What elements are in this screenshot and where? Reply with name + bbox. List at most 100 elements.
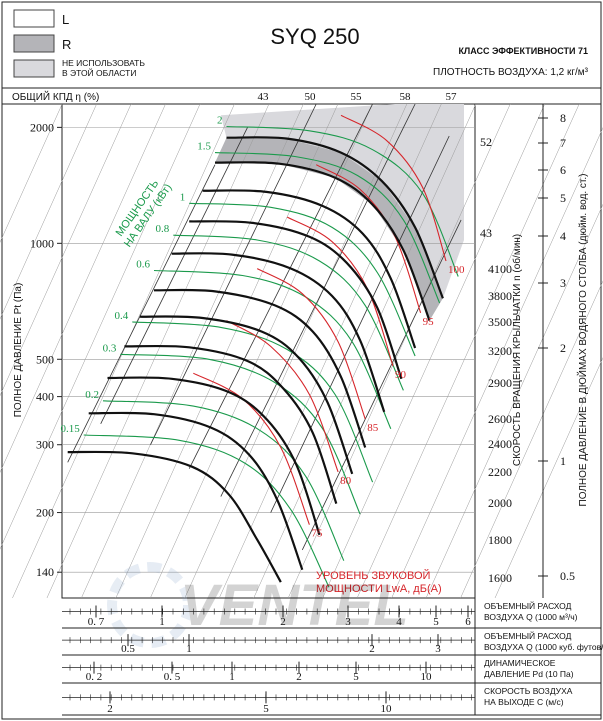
bottom-scale-title-line2: ВОЗДУХА Q (1000 м³/ч) [484,612,578,622]
bottom-scale-tick-label: 1 [186,643,192,655]
grid-line-system [322,103,545,599]
efficiency-line-52 [270,135,450,513]
sound-line-100 [340,114,447,262]
fan-curves [67,136,444,583]
watermark-fan-icon [107,562,193,648]
efficiency-tick-43: 43 [258,91,270,103]
sound-line-label-95: 95 [423,316,435,328]
speed-axis-title: СКОРОСТЬ ВРАЩЕНИЯ КРЫЛЬЧАТКИ n (об/мин) [511,234,523,466]
curve-labels: 2 1.5 1 0.8 0.6 0.4 0.3 0.2 0.15 100 95 90 85 80 75 [60,115,465,540]
inch-tick-label: 1 [560,454,566,468]
fan-curve-2600 [153,288,367,448]
legend-not-use-line1: НЕ ИСПОЛЬЗОВАТЬ [62,58,145,68]
power-line-label-0.8: 0.8 [156,223,170,235]
efficiency-tick-50: 50 [305,91,317,103]
speed-tick-label: 4100 [488,262,512,276]
region-not-use [220,104,464,299]
bottom-scale-tick-label: 2 [296,671,302,683]
speed-tick-label: 2600 [488,412,512,426]
power-line-0.15 [83,434,330,588]
grid-line-system [150,103,373,599]
bottom-scale-tick-label: 0. 5 [164,671,181,683]
legend-l-label: L [62,12,69,27]
efficiency-line-58 [188,103,373,469]
sound-line-label-100: 100 [448,264,465,276]
watermark: VENTEL [107,562,409,648]
speed-tick-label: 2900 [488,376,512,390]
fan-curve-3200 [189,220,403,380]
efficiency-right-43: 43 [480,226,492,240]
inch-tick-label: 7 [560,136,566,150]
power-line-label-0.4: 0.4 [115,310,129,322]
power-line-0.3 [120,353,361,515]
bottom-scale-title-line1: ОБЪЕМНЫЙ РАСХОД [484,630,572,641]
power-lines [83,125,459,588]
left-axis-title-wrap: ПОЛНОЕ ДАВЛЕНИЕ Pt (Па) [13,283,24,418]
grid-line-system [81,103,304,599]
sound-label-line2: МОЩНОСТИ LwA, дБ(А) [316,583,442,595]
fan-curve-2200 [124,344,338,504]
legend-swatch-r [13,34,55,53]
plot-frame [61,103,476,599]
bottom-scale-tick-label: 1 [229,671,235,683]
grid-line-system [115,103,339,599]
power-line-label-2: 2 [217,115,223,127]
bottom-scale-title-line2: ВОЗДУХА Q (1000 куб. футов/мин) [484,642,603,652]
speed-axis-title-wrap: СКОРОСТЬ ВРАЩЕНИЯ КРЫЛЬЧАТКИ n (об/мин) [511,234,523,466]
bottom-scale-tick-label: 2 [369,643,375,655]
fan-curve-3500 [202,189,417,349]
chart-title: SYQ 250 [270,24,359,49]
left-axis-title: ПОЛНОЕ ДАВЛЕНИЕ Pt (Па) [13,283,24,418]
bottom-scale-tick-label: 0. 2 [86,671,103,683]
air-density: ПЛОТНОСТЬ ВОЗДУХА: 1,2 кг/м³ [433,67,589,78]
grid-line-system [494,357,603,599]
legend: L R НЕ ИСПОЛЬЗОВАТЬ В ЭТОЙ ОБЛАСТИ [13,9,145,78]
sound-line-90 [286,216,394,367]
left-tick-label: 200 [36,506,54,520]
legend-r-label: R [62,37,71,52]
grid-line-system [391,127,603,599]
bottom-scale-tick-label: 10 [381,703,393,715]
bottom-scale-tick-label: 1 [159,616,165,628]
legend-not-use-line2: В ЭТОЙ ОБЛАСТИ [62,67,136,78]
bottom-scale-tick-label: 2 [280,616,286,628]
efficiency-right-52: 52 [480,135,492,149]
bottom-scale-title-line1: ДИНАМИЧЕСКОЕ [484,658,556,668]
speed-tick-label: 1600 [488,571,512,585]
inch-tick-label: 5 [560,191,566,205]
grid-line-system [0,103,63,243]
left-tick-label: 300 [36,438,54,452]
watermark-text: VENTEL [180,573,409,638]
power-line-0.4 [132,321,374,483]
bottom-scale-tick-label: 4 [396,616,402,628]
bottom-scale-tick-label: 3 [435,643,441,655]
fan-curve-2900 [171,252,386,413]
legend-swatch-not-use [13,59,55,78]
bottom-scale-tick-label: 0. 7 [88,616,105,628]
bottom-scale-tick-label: 5 [263,703,269,715]
left-tick-label: 1000 [30,236,54,250]
legend-swatch-l [13,9,55,28]
sound-line-80 [226,320,339,473]
bottom-scale-title-line2: ДАВЛЕНИЕ Pd (10 Па) [484,669,574,679]
sound-line-label-90: 90 [395,369,407,381]
sound-line-label-75: 75 [311,528,323,540]
bottom-scale-tick-label: 3 [345,616,351,628]
grid-line-system [0,103,97,320]
left-axis-ticks: 2000 1000 500 400 300 200 140 [30,120,62,579]
fan-curve-1600 [67,450,282,583]
efficiency-tick-58: 58 [400,91,412,103]
bottom-scale-title-line1: СКОРОСТЬ ВОЗДУХА [484,686,573,696]
fan-curve-2000 [107,376,321,536]
power-line-label-0.3: 0.3 [103,342,117,354]
speed-tick-label: 2200 [488,465,512,479]
inch-tick-label: 0.5 [560,569,575,583]
bottom-scale-tick-label: 5 [433,616,439,628]
speed-axis-ticks: 4100 3800 3500 3200 2900 2600 2400 2200 2000 1800… [488,262,512,585]
inch-tick-label: 4 [560,229,566,243]
inch-tick-label: 8 [560,111,566,125]
sound-line-label-85: 85 [367,422,379,434]
bottom-scale-title-line2: НА ВЫХОДЕ C (м/с) [484,697,564,707]
grid-line-system [460,280,603,599]
